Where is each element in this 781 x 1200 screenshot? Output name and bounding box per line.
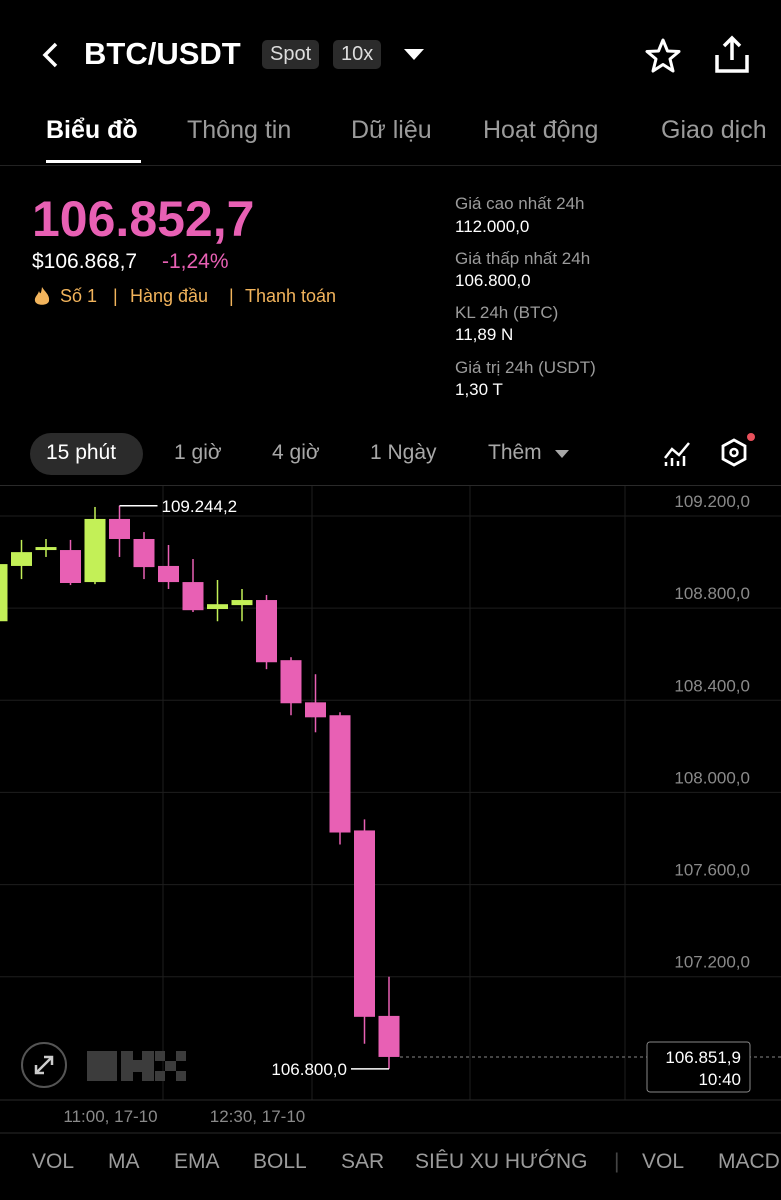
tab[interactable]: Dữ liệu [351, 116, 432, 144]
candle-body [354, 830, 375, 1017]
current-price-label: 106.851,9 [665, 1048, 741, 1067]
stat-label: Giá trị 24h (USDT) [455, 358, 596, 377]
candle-body [329, 715, 351, 833]
separator: | [614, 1150, 620, 1173]
indicator[interactable]: EMA [174, 1150, 220, 1173]
tab[interactable]: Thông tin [187, 116, 292, 144]
candle-body [231, 600, 253, 606]
stat-label: Giá cao nhất 24h [455, 194, 585, 213]
candle-body [35, 547, 57, 551]
indicator-icon[interactable] [662, 438, 692, 468]
stat-value: 1,30 T [455, 380, 503, 399]
y-tick-label: 109.200,0 [674, 492, 750, 511]
current-price-box [646, 1041, 751, 1093]
divider [0, 165, 781, 166]
interval-active[interactable]: 15 phút [46, 441, 117, 464]
expand-icon [34, 1055, 54, 1075]
divider [0, 485, 781, 486]
interval[interactable]: 1 giờ [174, 441, 222, 464]
favorite[interactable] [644, 37, 682, 75]
candle-body [158, 565, 179, 583]
candle-body [0, 564, 8, 622]
y-tick-label: 107.200,0 [674, 953, 750, 972]
last-price: 106.852,7 [32, 191, 255, 247]
tag[interactable]: Thanh toán [245, 286, 337, 306]
interval[interactable]: 1 Ngày [370, 441, 437, 464]
indicator[interactable]: BOLL [253, 1150, 307, 1173]
y-tick-label: 107.600,0 [674, 861, 750, 880]
y-tick-label: 108.000,0 [674, 768, 750, 787]
settings-icon[interactable] [718, 430, 758, 470]
tag[interactable]: Số 1 [60, 286, 98, 306]
candle-body [378, 1015, 400, 1057]
badge: Spot [262, 40, 320, 69]
watermark [165, 1061, 176, 1071]
candle-body [182, 582, 204, 611]
watermark [155, 1051, 165, 1061]
watermark [155, 1071, 165, 1081]
candle-body [133, 538, 155, 568]
y-tick-label: 108.800,0 [674, 584, 750, 603]
x-tick-label: 12:30, 17-10 [210, 1107, 305, 1126]
tab[interactable]: Hoạt động [483, 116, 599, 144]
candle-body [109, 518, 130, 539]
stat-label: KL 24h (BTC) [455, 303, 559, 322]
annotation-label: 109.244,2 [162, 497, 238, 516]
candle-body [84, 518, 106, 583]
stat-value: 106.800,0 [455, 271, 531, 290]
separator: | [113, 286, 118, 306]
flame-icon [34, 287, 50, 305]
tab[interactable]: Giao dịch [661, 116, 767, 144]
stat-value: 112.000,0 [455, 217, 530, 236]
watermark [176, 1071, 186, 1081]
chart: 107.200,0 107.600,0 108.000,0 108.400,0 108.… [0, 486, 781, 1134]
indicator[interactable]: VOL [32, 1150, 75, 1173]
annotation-label: 106.800,0 [271, 1060, 347, 1079]
watermark [176, 1051, 186, 1061]
candle-body [305, 702, 326, 718]
separator: | [229, 286, 234, 306]
tag[interactable]: Hàng đầu [130, 286, 209, 306]
watermark [133, 1060, 142, 1072]
watermark [142, 1051, 154, 1081]
x-tick-label: 11:00, 17-10 [63, 1107, 157, 1126]
watermark [121, 1051, 133, 1081]
dropdown[interactable] [403, 48, 425, 62]
watermark [87, 1051, 117, 1081]
price-change: -1,24% [162, 250, 229, 273]
back-button[interactable] [36, 40, 66, 70]
indicator[interactable]: MACD [718, 1150, 780, 1173]
share[interactable] [713, 35, 751, 75]
usd-price: $106.868,7 [32, 250, 138, 273]
interval[interactable]: Thêm [488, 441, 542, 464]
indicator[interactable]: VOL [642, 1150, 685, 1173]
expand-button [21, 1042, 67, 1088]
candle-body [60, 550, 81, 583]
candle-body [207, 604, 228, 610]
indicator[interactable]: MA [108, 1150, 140, 1173]
candle-body [256, 600, 277, 663]
y-tick-label: 108.400,0 [674, 676, 750, 695]
candle-body [280, 660, 302, 704]
countdown: 10:40 [698, 1070, 741, 1089]
interval-pill [30, 433, 143, 475]
tab-active[interactable]: Biểu đồ [46, 116, 138, 144]
stat-value: 11,89 N [455, 325, 514, 344]
tab-indicator [46, 160, 141, 163]
indicator[interactable]: SIÊU XU HƯỚNG [415, 1150, 588, 1173]
badge: 10x [333, 40, 382, 69]
pair-title: BTC/USDT [84, 36, 241, 71]
stat-label: Giá thấp nhất 24h [455, 249, 591, 268]
candle-body [11, 552, 32, 566]
interval[interactable]: 4 giờ [272, 441, 320, 464]
indicator[interactable]: SAR [341, 1150, 385, 1173]
more-arrow [555, 450, 569, 458]
